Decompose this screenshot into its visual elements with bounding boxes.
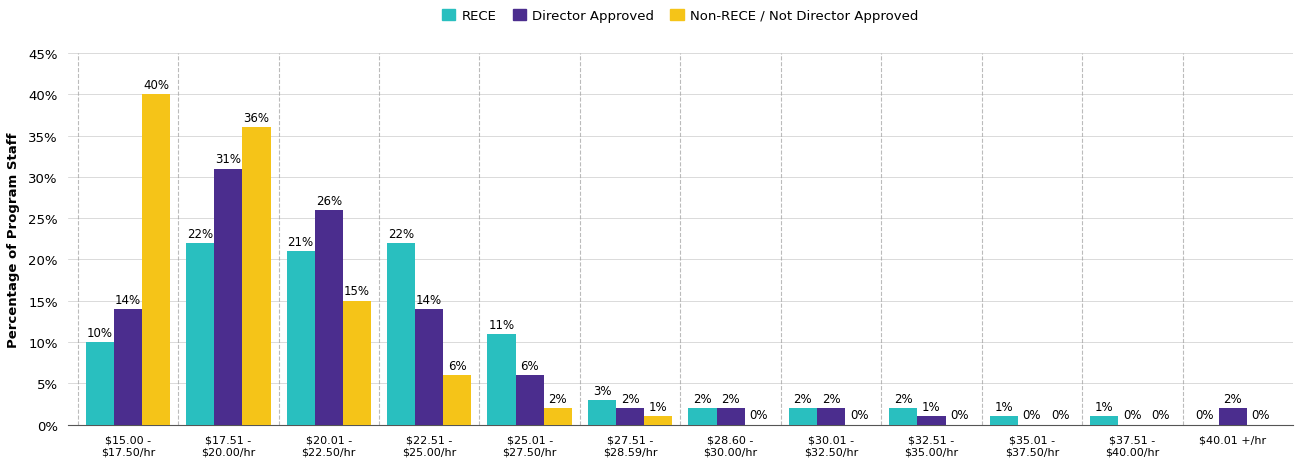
- Text: 0%: 0%: [1252, 408, 1270, 421]
- Text: 2%: 2%: [693, 392, 712, 405]
- Legend: RECE, Director Approved, Non-RECE / Not Director Approved: RECE, Director Approved, Non-RECE / Not …: [437, 5, 924, 28]
- Text: 0%: 0%: [1023, 408, 1041, 421]
- Text: 2%: 2%: [894, 392, 913, 405]
- Bar: [488, 334, 516, 425]
- Text: 40%: 40%: [143, 79, 169, 92]
- Bar: [415, 309, 443, 425]
- Text: 10%: 10%: [87, 326, 113, 339]
- Text: 3%: 3%: [593, 384, 611, 397]
- Text: 0%: 0%: [950, 408, 968, 421]
- Text: 36%: 36%: [243, 112, 269, 125]
- Bar: [315, 211, 343, 425]
- Text: 15%: 15%: [344, 285, 370, 298]
- Text: 0%: 0%: [850, 408, 868, 421]
- Text: 22%: 22%: [187, 227, 213, 240]
- Text: 2%: 2%: [822, 392, 840, 405]
- Text: 1%: 1%: [994, 400, 1013, 413]
- Text: 0%: 0%: [1196, 408, 1214, 421]
- Text: 2%: 2%: [549, 392, 567, 405]
- Text: 6%: 6%: [520, 359, 540, 372]
- Text: 14%: 14%: [114, 293, 140, 306]
- Bar: [889, 408, 918, 425]
- Bar: [689, 408, 716, 425]
- Text: 26%: 26%: [316, 194, 342, 207]
- Text: 2%: 2%: [722, 392, 740, 405]
- Bar: [918, 417, 945, 425]
- Bar: [142, 95, 170, 425]
- Bar: [816, 408, 845, 425]
- Text: 11%: 11%: [489, 318, 515, 331]
- Text: 31%: 31%: [216, 153, 242, 166]
- Bar: [543, 408, 572, 425]
- Text: 1%: 1%: [649, 400, 668, 413]
- Text: 0%: 0%: [749, 408, 768, 421]
- Text: 0%: 0%: [1123, 408, 1141, 421]
- Text: 0%: 0%: [1152, 408, 1170, 421]
- Text: 1%: 1%: [1095, 400, 1114, 413]
- Bar: [789, 408, 816, 425]
- Text: 6%: 6%: [448, 359, 467, 372]
- Text: 2%: 2%: [1223, 392, 1242, 405]
- Bar: [716, 408, 745, 425]
- Bar: [114, 309, 142, 425]
- Text: 22%: 22%: [387, 227, 415, 240]
- Bar: [286, 252, 315, 425]
- Text: 1%: 1%: [922, 400, 941, 413]
- Bar: [645, 417, 672, 425]
- Bar: [1091, 417, 1118, 425]
- Bar: [516, 375, 543, 425]
- Bar: [86, 342, 114, 425]
- Bar: [616, 408, 645, 425]
- Bar: [588, 400, 616, 425]
- Bar: [1218, 408, 1247, 425]
- Text: 0%: 0%: [1050, 408, 1070, 421]
- Text: 14%: 14%: [416, 293, 442, 306]
- Bar: [387, 244, 415, 425]
- Text: 21%: 21%: [287, 235, 313, 248]
- Bar: [214, 169, 242, 425]
- Bar: [186, 244, 214, 425]
- Bar: [989, 417, 1018, 425]
- Text: 2%: 2%: [793, 392, 812, 405]
- Bar: [343, 301, 370, 425]
- Bar: [242, 128, 270, 425]
- Bar: [443, 375, 472, 425]
- Text: 2%: 2%: [621, 392, 640, 405]
- Y-axis label: Percentage of Program Staff: Percentage of Program Staff: [6, 132, 20, 347]
